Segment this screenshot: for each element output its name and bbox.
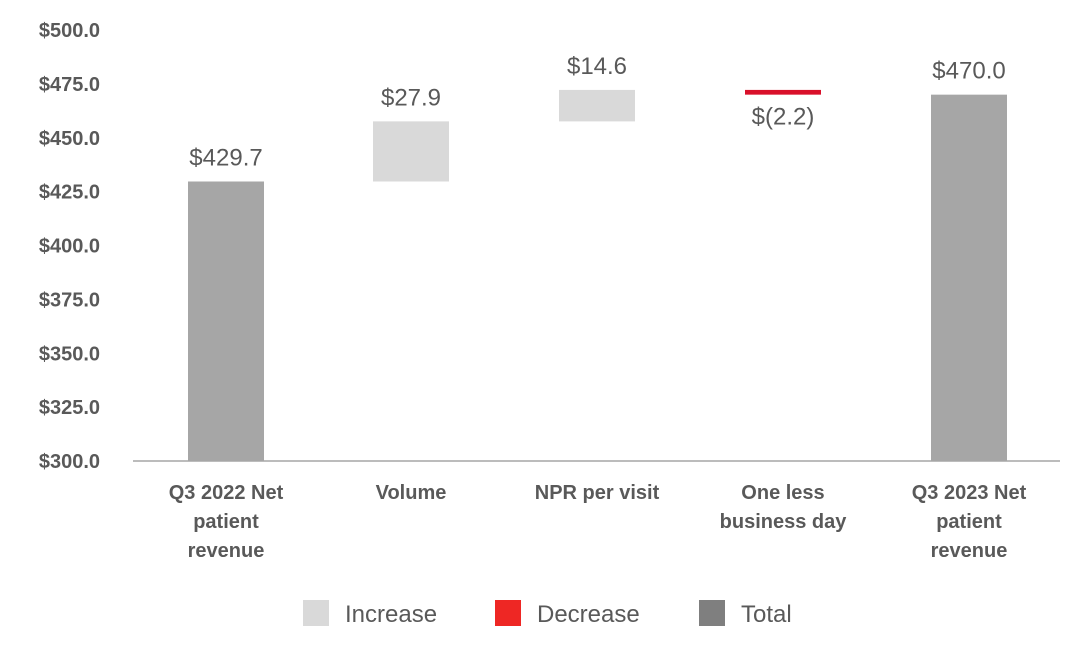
data-label: $14.6 <box>567 53 627 80</box>
x-tick-label: Volume <box>376 482 447 504</box>
legend-label: Increase <box>345 601 437 628</box>
x-tick-label: Q3 2022 Net <box>169 482 284 504</box>
data-label: $429.7 <box>189 144 262 171</box>
x-tick-label: One less <box>741 482 824 504</box>
y-tick-label: $325.0 <box>39 397 100 419</box>
bar-total <box>931 94 1007 462</box>
y-tick-label: $400.0 <box>39 236 100 258</box>
y-tick-label: $475.0 <box>39 74 100 96</box>
x-tick-label: patient <box>936 511 1002 533</box>
bar-increase <box>373 121 449 182</box>
bar-decrease <box>745 89 821 95</box>
data-label: $470.0 <box>932 58 1005 85</box>
x-tick-label: business day <box>720 511 848 533</box>
x-tick-label: revenue <box>931 540 1008 562</box>
legend-swatch-decrease <box>495 600 521 626</box>
bar-increase <box>559 89 635 122</box>
bar-total <box>188 181 264 461</box>
y-tick-label: $350.0 <box>39 343 100 365</box>
y-tick-label: $500.0 <box>39 20 100 42</box>
legend-label: Decrease <box>537 601 640 628</box>
x-tick-label: patient <box>193 511 259 533</box>
x-tick-label: revenue <box>188 540 265 562</box>
legend-label: Total <box>741 601 792 628</box>
y-tick-label: $300.0 <box>39 451 100 473</box>
y-tick-label: $425.0 <box>39 182 100 204</box>
data-label: $(2.2) <box>752 104 815 131</box>
x-tick-label: NPR per visit <box>535 482 660 504</box>
legend-swatch-increase <box>303 600 329 626</box>
y-tick-label: $450.0 <box>39 128 100 150</box>
data-label: $27.9 <box>381 84 441 111</box>
legend-swatch-total <box>699 600 725 626</box>
x-tick-label: Q3 2023 Net <box>912 482 1027 504</box>
y-tick-label: $375.0 <box>39 289 100 311</box>
